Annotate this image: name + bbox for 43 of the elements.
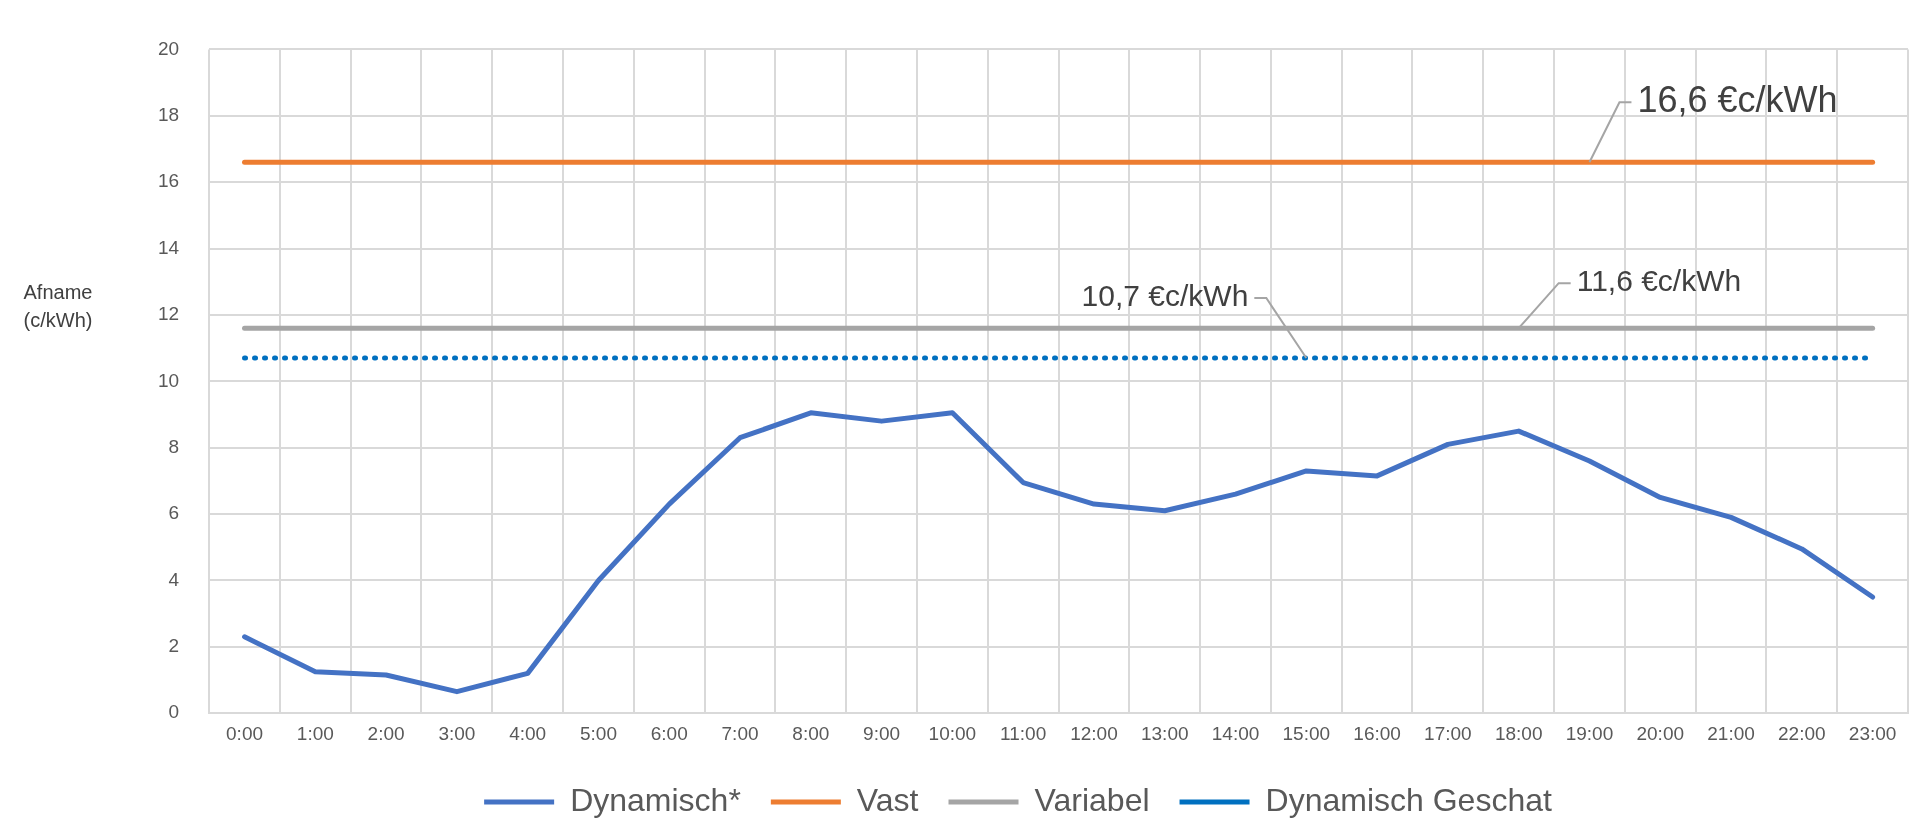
x-tick-label: 6:00 [650,722,688,744]
y-tick-label: 6 [168,502,180,524]
x-tick-label: 19:00 [1565,722,1614,744]
x-tick-label: 22:00 [1778,722,1826,744]
x-tick-label: 14:00 [1211,722,1260,744]
x-tick-label: 7:00 [721,722,759,744]
x-tick-label: 20:00 [1636,722,1685,744]
x-tick-label: 1:00 [296,722,334,744]
y-tick-label: 14 [157,236,180,258]
y-tick-label: 8 [168,435,180,457]
y-axis-title: Afname (c/kWh) [22,280,94,333]
y-tick-label: 4 [168,568,180,590]
x-tick-label: 4:00 [509,722,547,744]
legend-label: Dynamisch* [570,781,741,818]
x-tick-label: 12:00 [1070,722,1118,744]
x-tick-label: 0:00 [226,722,264,744]
y-tick-label: 18 [157,104,180,126]
annotation: 10,7 €c/kWh [1081,279,1249,313]
y-tick-label: 0 [168,701,180,723]
x-tick-label: 23:00 [1848,722,1897,744]
x-tick-label: 21:00 [1707,722,1755,744]
x-tick-label: 13:00 [1140,722,1189,744]
legend-label: Vast [856,781,919,818]
annotation: 16,6 €c/kWh [1637,79,1838,121]
x-tick-label: 18:00 [1494,722,1543,744]
x-tick-label: 3:00 [438,722,476,744]
y-tick-label: 12 [157,303,180,325]
x-tick-label: 11:00 [1000,722,1047,744]
x-tick-label: 5:00 [579,722,617,744]
x-tick-label: 8:00 [792,722,830,744]
x-tick-label: 9:00 [863,722,901,744]
y-tick-label: 2 [168,635,180,657]
y-tick-label: 10 [157,369,180,391]
y-tick-label: 20 [157,37,180,59]
legend-label: Variabel [1034,781,1150,818]
x-tick-label: 17:00 [1424,722,1472,744]
x-tick-label: 10:00 [928,722,977,744]
legend-label: Dynamisch Geschat [1265,781,1552,818]
x-tick-label: 15:00 [1282,722,1331,744]
x-tick-label: 16:00 [1353,722,1401,744]
annotation: 11,6 €c/kWh [1576,264,1742,298]
y-tick-label: 16 [157,170,180,192]
x-tick-label: 2:00 [367,722,405,744]
